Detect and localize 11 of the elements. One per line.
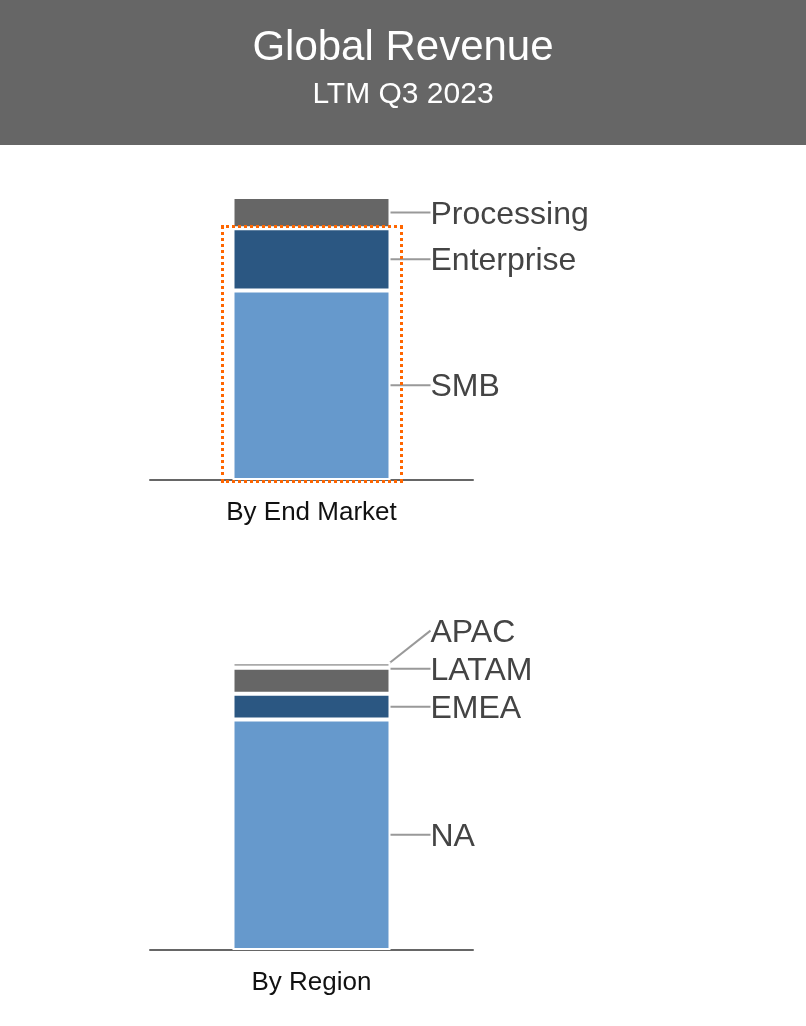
series-label: NA — [430, 816, 476, 853]
series-label: LATAM — [430, 650, 533, 687]
series-label: Enterprise — [430, 241, 577, 278]
x-tick-label: By End Market — [226, 496, 398, 526]
series-label: EMEA — [430, 688, 522, 725]
chart-subtitle: LTM Q3 2023 — [311, 76, 495, 110]
x-tick-label: By Region — [251, 966, 372, 996]
series-label: SMB — [430, 367, 500, 404]
series-label: APAC — [430, 612, 516, 649]
series-label: Processing — [430, 194, 589, 231]
chart-title: Global Revenue — [251, 21, 555, 70]
